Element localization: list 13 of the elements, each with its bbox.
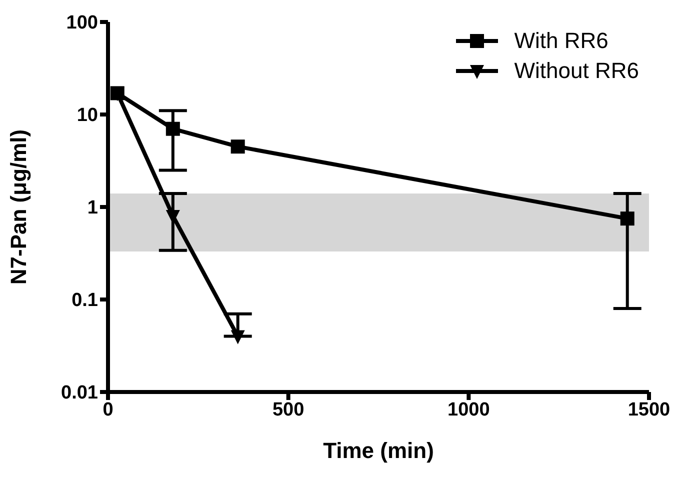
x-tick-label: 500 (272, 399, 304, 420)
legend-label: With RR6 (514, 28, 608, 54)
x-tick-label: 0 (102, 399, 114, 420)
x-tick-label: 1000 (448, 399, 490, 420)
legend-label: Without RR6 (514, 58, 639, 84)
y-tick-label: 0.1 (72, 290, 98, 312)
x-tick-label: 1500 (628, 399, 670, 420)
y-tick-label: 100 (66, 12, 98, 34)
y-tick-label: 0.01 (61, 382, 98, 404)
y-axis-title: N7-Pan (μg/ml) (6, 129, 31, 285)
x-axis-title: Time (min) (323, 438, 434, 463)
y-tick-label: 1 (87, 198, 98, 219)
y-tick-label: 10 (76, 105, 98, 126)
